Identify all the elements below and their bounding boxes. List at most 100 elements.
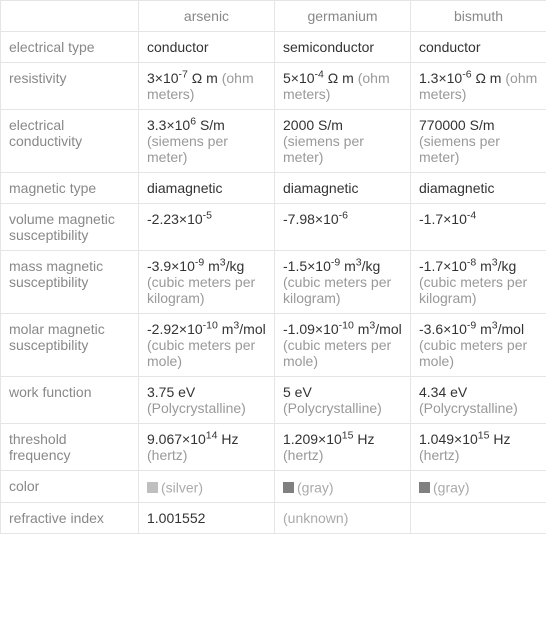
row-molar-mag-susc: molar magnetic susceptibility -2.92×10-1… — [1, 314, 546, 377]
unit: (Polycrystalline) — [419, 400, 518, 416]
value: diamagnetic — [283, 180, 359, 196]
cell: diamagnetic — [139, 173, 275, 204]
unit: (siemens per meter) — [419, 133, 500, 165]
cell: 9.067×1014 Hz (hertz) — [139, 424, 275, 471]
value: 1.209×1015 Hz — [283, 431, 374, 447]
value: 2000 S/m — [283, 117, 343, 133]
color-swatch — [283, 482, 294, 493]
value: diamagnetic — [419, 180, 495, 196]
value: 3.3×106 S/m — [147, 117, 225, 133]
row-label: threshold frequency — [1, 424, 139, 471]
unit: (cubic meters per kilogram) — [419, 274, 527, 306]
row-label: refractive index — [1, 503, 139, 534]
color-swatch — [419, 482, 430, 493]
row-label: volume magnetic susceptibility — [1, 204, 139, 251]
row-work-function: work function 3.75 eV (Polycrystalline) … — [1, 377, 546, 424]
row-mass-mag-susc: mass magnetic susceptibility -3.9×10-9 m… — [1, 251, 546, 314]
unit: (Polycrystalline) — [147, 400, 246, 416]
cell: 1.001552 — [139, 503, 275, 534]
color-label: (silver) — [161, 479, 203, 495]
unit: (hertz) — [283, 447, 323, 463]
cell: (silver) — [139, 471, 275, 503]
corner-cell — [1, 1, 139, 32]
cell: -2.23×10-5 — [139, 204, 275, 251]
cell: -1.7×10-4 — [411, 204, 546, 251]
row-label: color — [1, 471, 139, 503]
unit: (hertz) — [147, 447, 187, 463]
value: -1.09×10-10 m3/mol — [283, 321, 402, 337]
unit: (hertz) — [419, 447, 459, 463]
cell: 770000 S/m (siemens per meter) — [411, 110, 546, 173]
cell: 4.34 eV (Polycrystalline) — [411, 377, 546, 424]
cell: semiconductor — [275, 32, 411, 63]
row-color: color (silver) (gray) (gray) — [1, 471, 546, 503]
cell: 5 eV (Polycrystalline) — [275, 377, 411, 424]
value: conductor — [419, 39, 480, 55]
cell: 1.049×1015 Hz (hertz) — [411, 424, 546, 471]
row-magnetic-type: magnetic type diamagnetic diamagnetic di… — [1, 173, 546, 204]
cell: (gray) — [411, 471, 546, 503]
value: -3.6×10-9 m3/mol — [419, 321, 524, 337]
row-label: work function — [1, 377, 139, 424]
cell: diamagnetic — [411, 173, 546, 204]
value: -1.7×10-4 — [419, 211, 476, 227]
cell: -1.7×10-8 m3/kg (cubic meters per kilogr… — [411, 251, 546, 314]
col-header-germanium: germanium — [275, 1, 411, 32]
unit: (siemens per meter) — [147, 133, 228, 165]
row-electrical-type: electrical type conductor semiconductor … — [1, 32, 546, 63]
unit: (siemens per meter) — [283, 133, 364, 165]
unit: (cubic meters per kilogram) — [147, 274, 255, 306]
cell: -2.92×10-10 m3/mol (cubic meters per mol… — [139, 314, 275, 377]
cell: -1.5×10-9 m3/kg (cubic meters per kilogr… — [275, 251, 411, 314]
col-header-arsenic: arsenic — [139, 1, 275, 32]
properties-table: arsenic germanium bismuth electrical typ… — [0, 0, 546, 534]
row-label: mass magnetic susceptibility — [1, 251, 139, 314]
cell: 5×10-4 Ω m (ohm meters) — [275, 63, 411, 110]
cell: -3.9×10-9 m3/kg (cubic meters per kilogr… — [139, 251, 275, 314]
value: conductor — [147, 39, 208, 55]
col-header-bismuth: bismuth — [411, 1, 546, 32]
value: 5×10-4 Ω m — [283, 70, 354, 86]
color-label: (gray) — [297, 479, 334, 495]
color-label: (gray) — [433, 479, 470, 495]
cell: 1.209×1015 Hz (hertz) — [275, 424, 411, 471]
cell: (unknown) — [275, 503, 411, 534]
unit: (Polycrystalline) — [283, 400, 382, 416]
row-refractive-index: refractive index 1.001552 (unknown) — [1, 503, 546, 534]
value: -2.92×10-10 m3/mol — [147, 321, 266, 337]
cell: 3.75 eV (Polycrystalline) — [139, 377, 275, 424]
cell: conductor — [139, 32, 275, 63]
unit: (cubic meters per kilogram) — [283, 274, 391, 306]
row-label: molar magnetic susceptibility — [1, 314, 139, 377]
color-swatch — [147, 482, 158, 493]
row-resistivity: resistivity 3×10-7 Ω m (ohm meters) 5×10… — [1, 63, 546, 110]
row-threshold-frequency: threshold frequency 9.067×1014 Hz (hertz… — [1, 424, 546, 471]
value: -1.7×10-8 m3/kg — [419, 258, 516, 274]
header-row: arsenic germanium bismuth — [1, 1, 546, 32]
row-electrical-conductivity: electrical conductivity 3.3×106 S/m (sie… — [1, 110, 546, 173]
row-label: resistivity — [1, 63, 139, 110]
value: 3.75 eV — [147, 384, 195, 400]
unknown-value: (unknown) — [283, 510, 348, 526]
row-label: magnetic type — [1, 173, 139, 204]
value: 4.34 eV — [419, 384, 467, 400]
cell: 1.3×10-6 Ω m (ohm meters) — [411, 63, 546, 110]
value: semiconductor — [283, 39, 374, 55]
value: -1.5×10-9 m3/kg — [283, 258, 380, 274]
row-label: electrical type — [1, 32, 139, 63]
value: diamagnetic — [147, 180, 223, 196]
value: 1.3×10-6 Ω m — [419, 70, 501, 86]
value: -3.9×10-9 m3/kg — [147, 258, 244, 274]
value: 5 eV — [283, 384, 312, 400]
value: -2.23×10-5 — [147, 211, 212, 227]
cell: conductor — [411, 32, 546, 63]
unit: (cubic meters per mole) — [419, 337, 527, 369]
cell: 3.3×106 S/m (siemens per meter) — [139, 110, 275, 173]
value: 9.067×1014 Hz — [147, 431, 238, 447]
cell: -1.09×10-10 m3/mol (cubic meters per mol… — [275, 314, 411, 377]
unit: (cubic meters per mole) — [283, 337, 391, 369]
cell: diamagnetic — [275, 173, 411, 204]
row-volume-mag-susc: volume magnetic susceptibility -2.23×10-… — [1, 204, 546, 251]
cell: 3×10-7 Ω m (ohm meters) — [139, 63, 275, 110]
cell — [411, 503, 546, 534]
